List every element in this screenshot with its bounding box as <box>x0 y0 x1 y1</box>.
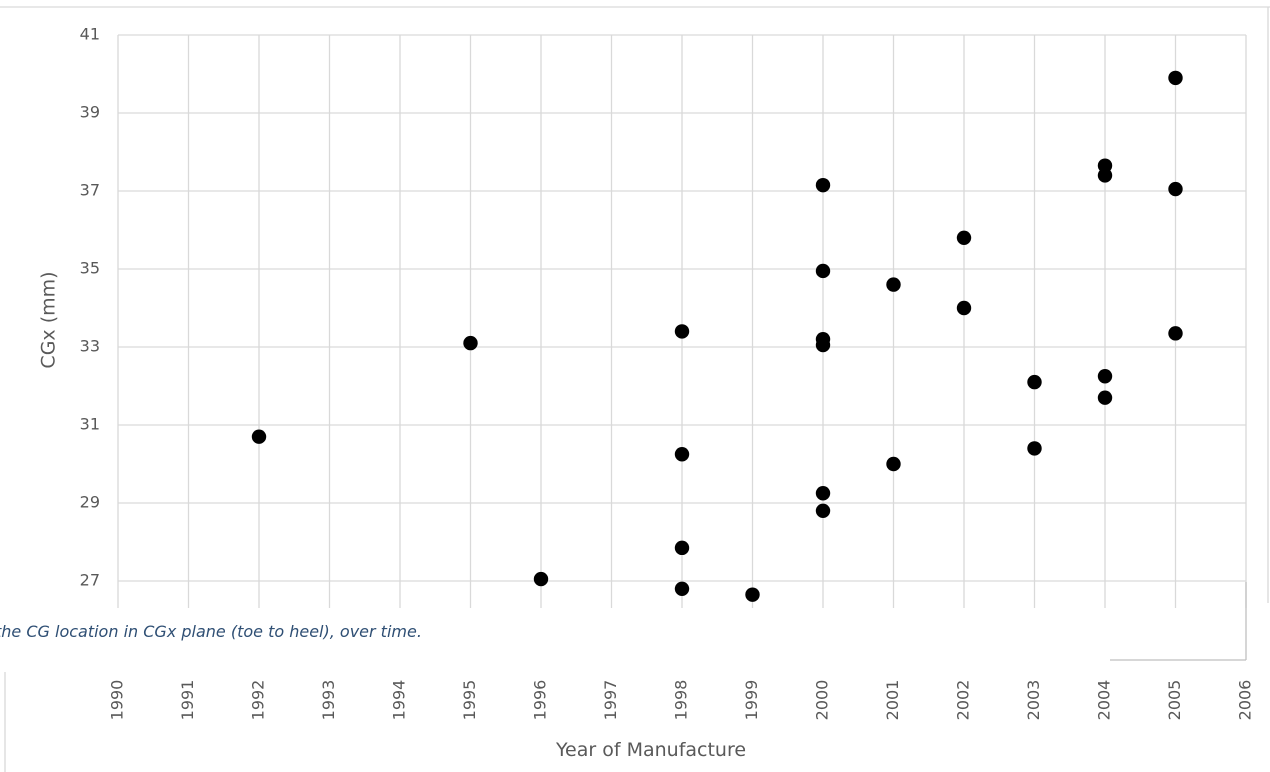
data-point <box>1097 390 1113 405</box>
data-point <box>463 335 478 351</box>
data-point <box>1097 369 1113 384</box>
data-point <box>533 571 549 587</box>
data-point <box>674 324 690 339</box>
data-points <box>251 70 1183 602</box>
x-tick-label: 1994 <box>390 680 409 721</box>
x-tick-label: 1997 <box>601 680 620 721</box>
data-point <box>1027 374 1042 390</box>
data-point <box>251 429 267 444</box>
x-tick-label: 1990 <box>108 680 127 721</box>
data-point <box>674 581 690 596</box>
data-point <box>674 447 690 462</box>
data-point <box>815 503 831 518</box>
data-point <box>886 277 901 292</box>
x-tick-label: 1995 <box>460 680 479 721</box>
data-point <box>674 540 690 556</box>
data-point <box>1168 70 1183 86</box>
y-tick-label: 39 <box>80 103 100 122</box>
x-axis-ticks: 1990 1991 1992 1993 1994 1995 1996 1997 1998 1999… <box>108 680 1255 721</box>
data-point <box>956 230 972 245</box>
grid <box>117 34 1247 608</box>
x-axis-title: Year of Manufacture <box>555 739 746 761</box>
x-tick-label: 1992 <box>249 680 268 721</box>
y-tick-label: 29 <box>80 493 100 512</box>
data-point <box>956 300 972 316</box>
x-tick-label: 2004 <box>1095 680 1114 721</box>
data-point <box>1168 181 1183 197</box>
y-tick-label: 27 <box>80 571 100 590</box>
y-tick-label: 35 <box>80 259 100 278</box>
x-tick-label: 1998 <box>672 680 691 721</box>
x-tick-label: 2005 <box>1165 680 1184 721</box>
x-tick-label: 2003 <box>1024 680 1043 721</box>
figure-caption: the CG location in CGx plane (toe to hee… <box>0 622 422 641</box>
x-tick-label: 2006 <box>1236 680 1255 721</box>
data-point <box>1097 168 1113 183</box>
x-tick-label: 2000 <box>813 680 832 721</box>
y-axis-title: CGx (mm) <box>38 271 60 368</box>
data-point <box>745 587 760 602</box>
y-tick-label: 41 <box>80 25 100 44</box>
x-tick-label: 1991 <box>178 680 197 721</box>
x-tick-label: 1996 <box>531 680 550 721</box>
chart-frame <box>0 6 1270 772</box>
data-point <box>886 456 901 472</box>
x-tick-label: 2002 <box>954 680 973 721</box>
y-tick-label: 31 <box>80 415 100 434</box>
y-tick-label: 33 <box>80 337 100 356</box>
y-tick-label: 37 <box>80 181 100 200</box>
x-tick-label: 1993 <box>319 680 338 721</box>
y-axis-ticks: 27 29 31 33 35 37 39 41 <box>80 25 100 590</box>
data-point <box>815 337 831 353</box>
data-point <box>815 486 831 501</box>
data-point <box>815 263 831 279</box>
x-tick-label: 2001 <box>883 680 902 721</box>
data-point <box>1027 441 1042 456</box>
data-point <box>815 177 831 193</box>
x-tick-label: 1999 <box>742 680 761 721</box>
data-point <box>1168 326 1183 341</box>
